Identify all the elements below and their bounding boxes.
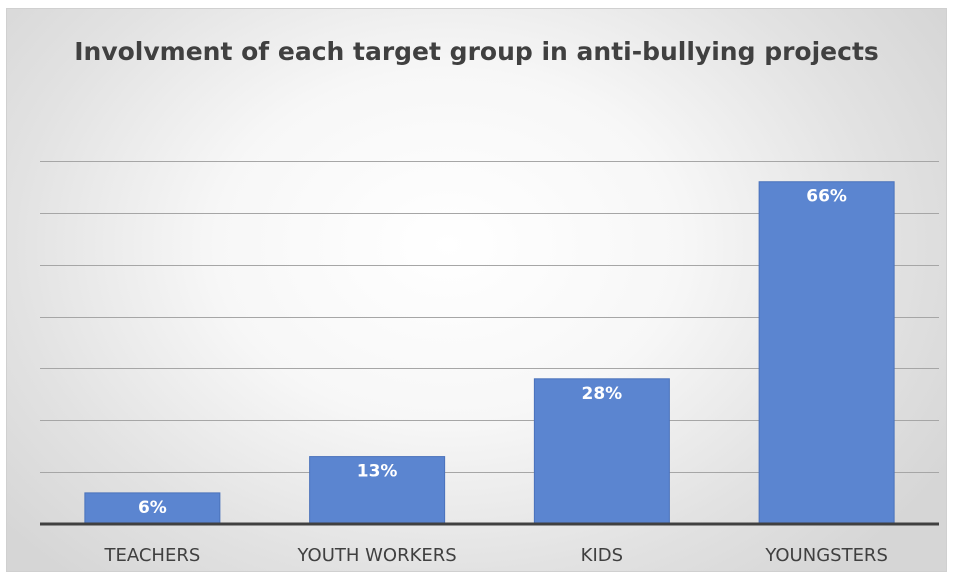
chart-frame: Involvment of each target group in anti-… [6,8,947,572]
x-tick-label: TEACHERS [103,545,200,566]
bar [309,456,446,525]
plot-area: 6% TEACHERS 13% YOUTH WORKERS 28% KIDS 66% YOUN… [40,161,939,566]
bar [758,181,895,525]
bar [84,492,221,525]
data-label: 28% [582,384,623,404]
x-tick-label: YOUTH WORKERS [297,545,457,566]
x-tick-label: KIDS [581,545,623,566]
data-label: 13% [357,462,398,482]
x-tick-label: YOUNGSTERS [764,545,888,566]
chart-title: Involvment of each target group in anti-… [74,37,879,66]
data-label: 66% [806,187,847,207]
data-label: 6% [138,498,167,518]
